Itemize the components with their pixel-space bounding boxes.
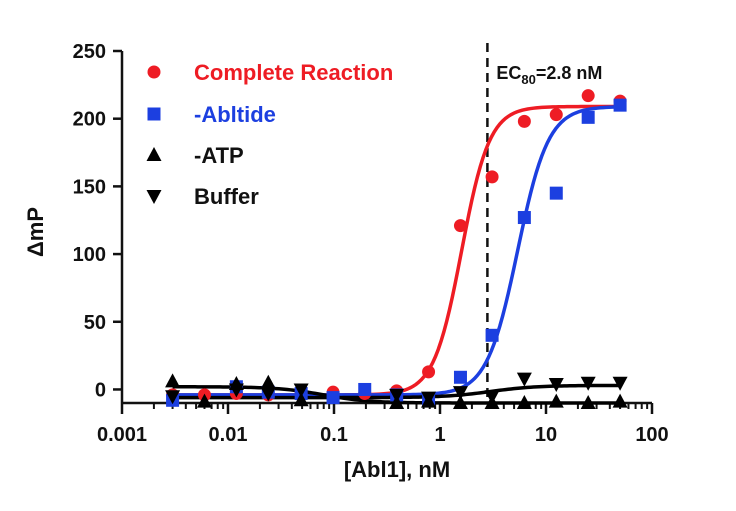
y-tick-label: 200 xyxy=(73,109,106,131)
data-point xyxy=(453,219,467,233)
data-point xyxy=(548,378,564,393)
y-tick-label: 100 xyxy=(73,244,106,266)
ec80-label-tail: =2.8 nM xyxy=(536,63,603,83)
legend-label: -ATP xyxy=(194,143,244,168)
data-point xyxy=(580,395,596,409)
data-point xyxy=(581,110,595,124)
ticks-layer: 0 50 100 150 200 250 0.001 0.01 0.1 1 10 100 xyxy=(73,41,669,446)
axis-titles: [Abl1], nM ΔmP xyxy=(23,207,450,482)
data-point xyxy=(549,108,563,122)
legend-marker xyxy=(147,107,161,121)
y-tick-label: 250 xyxy=(73,41,106,63)
x-tick-label: 100 xyxy=(635,424,668,446)
legend-label: Complete Reaction xyxy=(194,60,393,85)
data-point xyxy=(326,391,340,405)
data-point xyxy=(293,383,309,398)
data-point xyxy=(196,393,212,408)
data-point xyxy=(581,89,595,103)
data-point xyxy=(612,393,628,408)
y-axis-title-symbol: Δ xyxy=(23,241,48,257)
data-point xyxy=(389,388,405,403)
ec80-label-sub: 80 xyxy=(521,72,535,87)
data-point xyxy=(517,211,531,225)
data-point xyxy=(484,390,500,405)
y-tick-label: 50 xyxy=(84,312,106,334)
x-tick-label: 0.01 xyxy=(209,424,248,446)
data-point xyxy=(517,114,531,128)
data-point xyxy=(422,365,436,379)
data-point xyxy=(485,170,499,184)
legend-label: Buffer xyxy=(194,184,259,209)
data-point xyxy=(165,390,181,405)
x-axis-title: [Abl1], nM xyxy=(344,457,450,482)
data-point xyxy=(580,376,596,391)
y-tick-label: 0 xyxy=(95,379,106,401)
data-point xyxy=(452,386,468,401)
legend-marker xyxy=(147,65,161,79)
data-point xyxy=(612,376,628,391)
x-tick-label: 0.001 xyxy=(97,424,147,446)
data-point xyxy=(549,186,563,200)
y-axis-title: ΔmP xyxy=(23,207,48,257)
legend-marker xyxy=(146,147,162,161)
data-point xyxy=(613,98,627,112)
y-tick-label: 150 xyxy=(73,176,106,198)
data-point xyxy=(485,328,499,342)
data-point xyxy=(453,370,467,384)
legend-label: -Abltide xyxy=(194,102,276,127)
x-tick-label: 1 xyxy=(434,424,445,446)
data-point xyxy=(293,392,309,407)
ec80-label: EC80=2.8 nM xyxy=(496,63,602,87)
data-point xyxy=(516,372,532,387)
data-point xyxy=(260,374,276,389)
data-point xyxy=(228,383,244,398)
data-points xyxy=(165,89,628,409)
y-axis-title-text: mP xyxy=(23,207,48,241)
legend-marker xyxy=(146,190,162,204)
data-point xyxy=(452,395,468,409)
annotation-layer: EC80=2.8 nM xyxy=(486,43,602,403)
ec80-label-main: EC xyxy=(496,63,521,83)
x-tick-label: 10 xyxy=(535,424,557,446)
data-point xyxy=(358,382,372,396)
x-tick-label: 0.1 xyxy=(320,424,348,446)
data-point xyxy=(260,387,276,402)
data-point xyxy=(548,393,564,408)
data-point xyxy=(516,395,532,409)
data-point xyxy=(421,391,437,406)
data-point xyxy=(165,373,181,388)
legend: Complete Reaction -Abltide -ATP Buffer xyxy=(146,60,393,209)
